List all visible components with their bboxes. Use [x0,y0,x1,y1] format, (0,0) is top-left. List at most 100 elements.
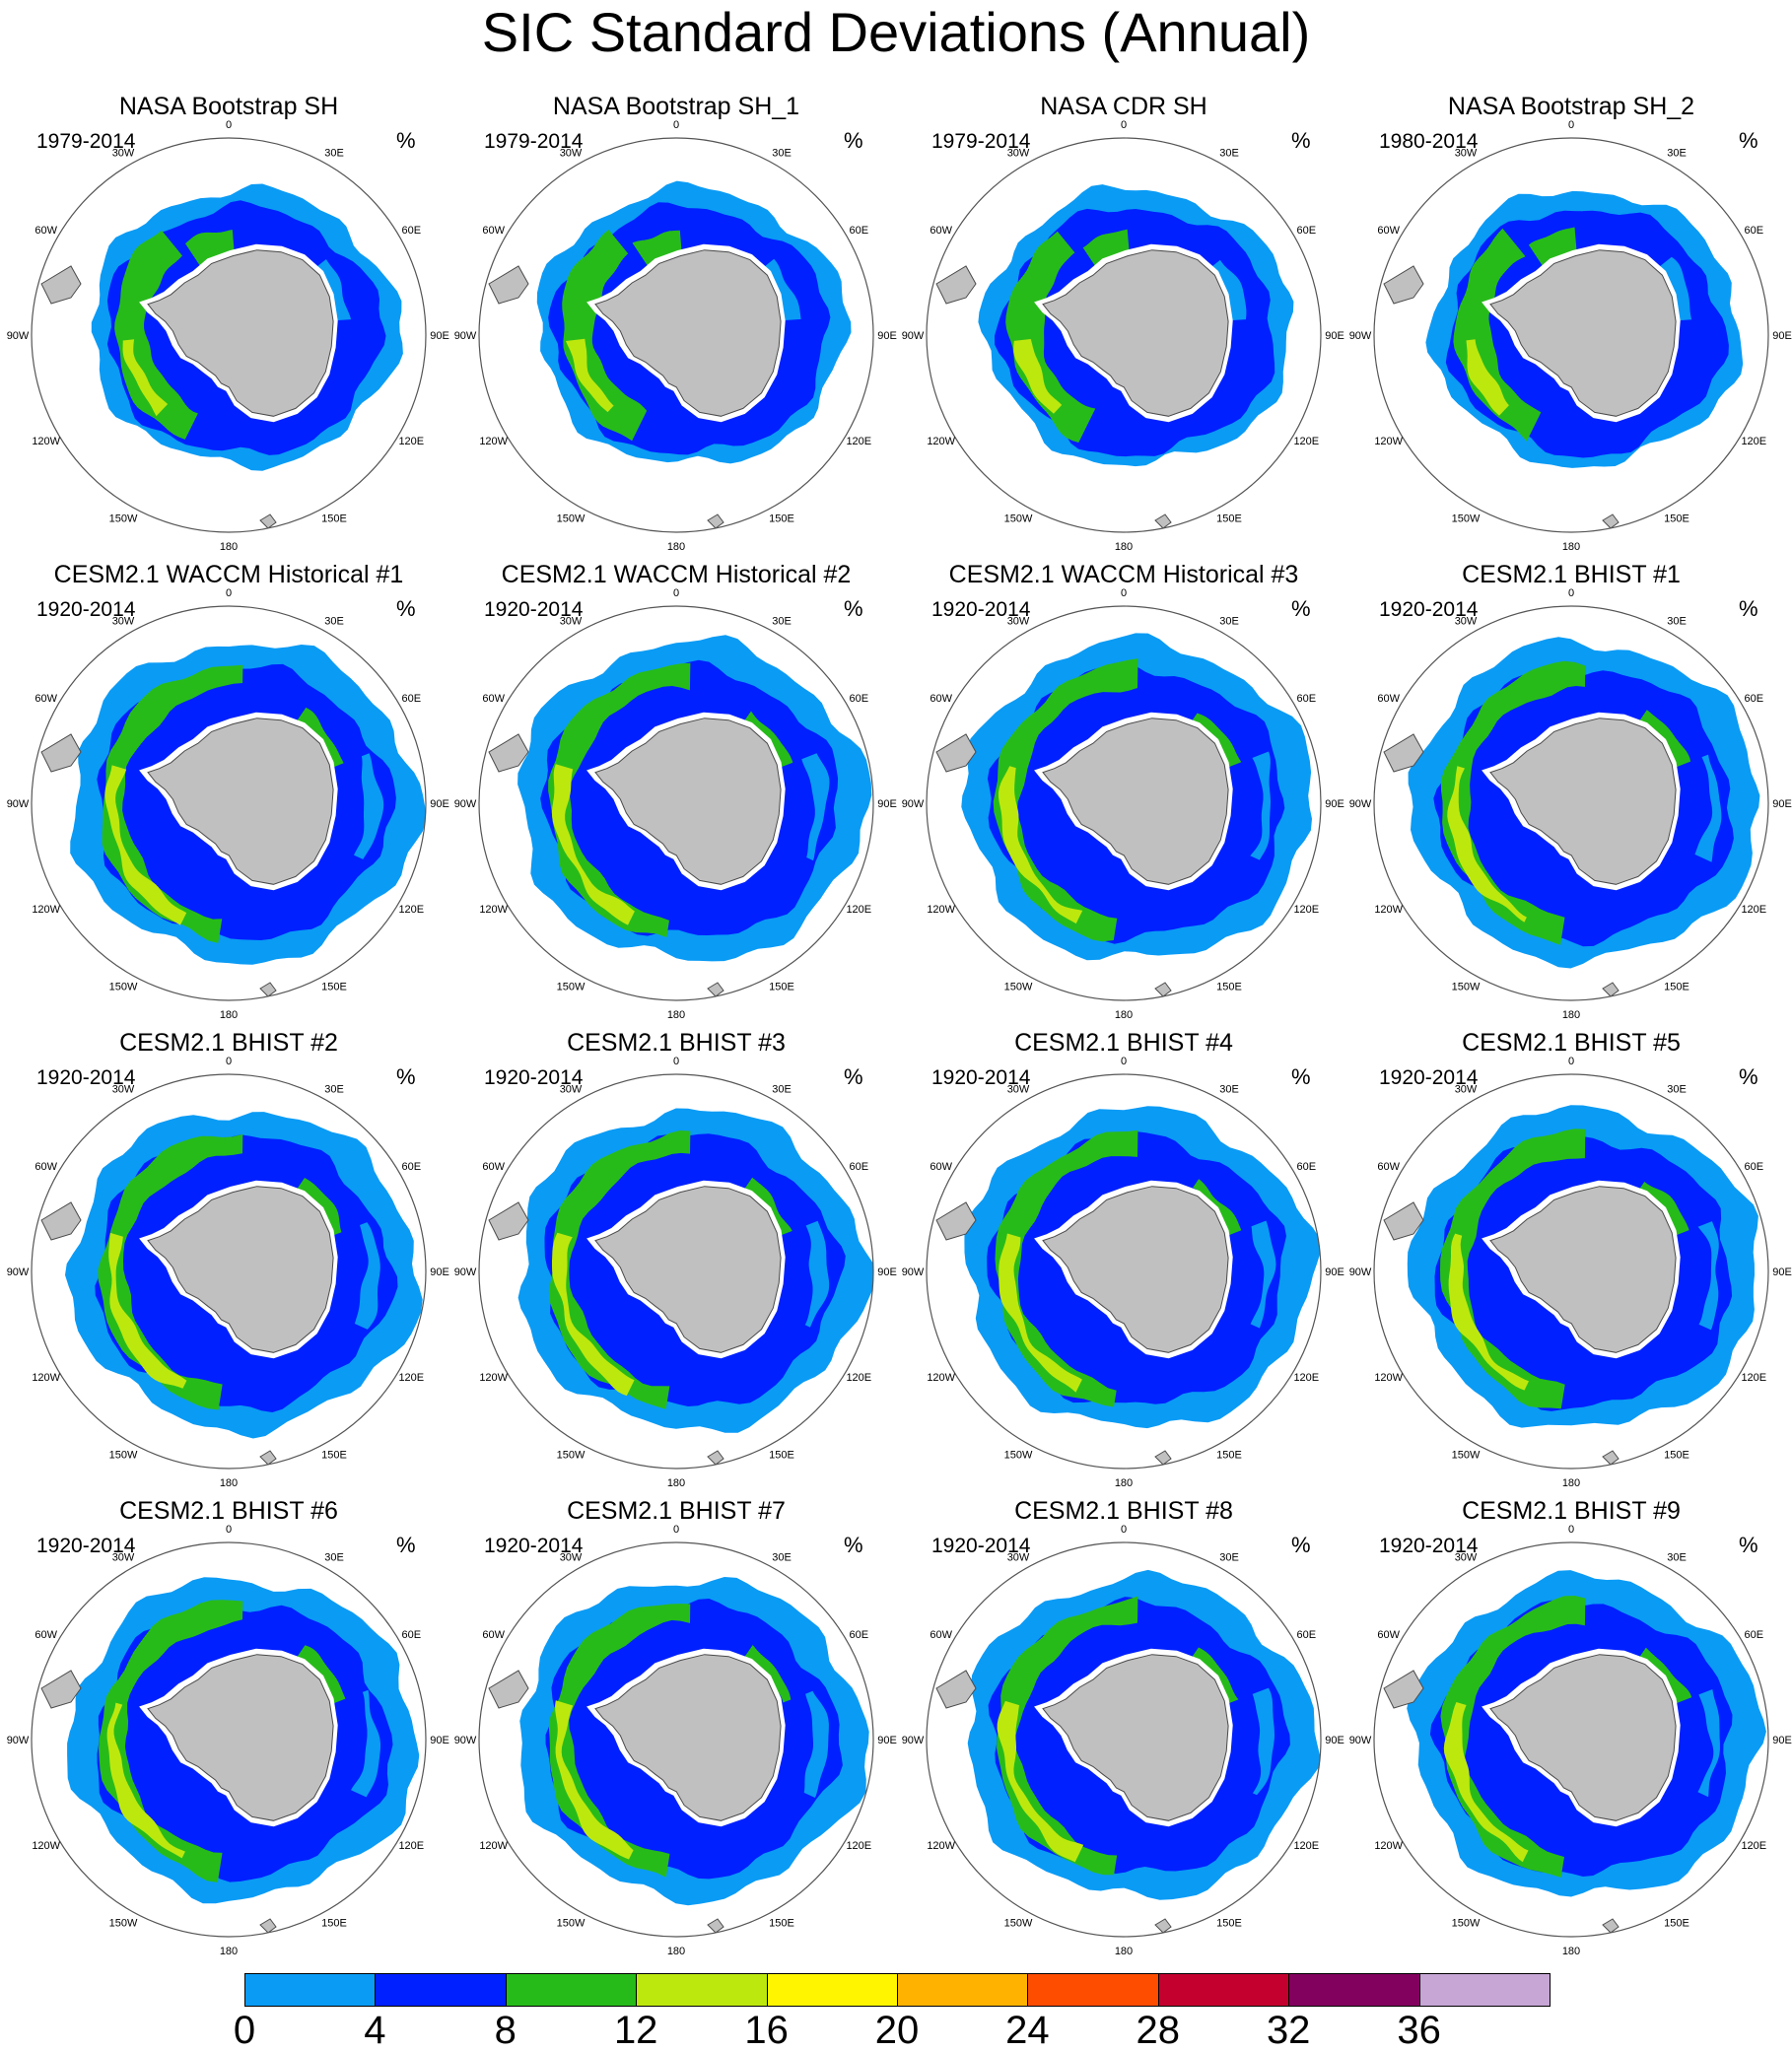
longitude-label: 120E [1741,1840,1766,1852]
longitude-label: 60W [34,1629,57,1641]
panel-units: % [1739,596,1758,621]
longitude-label: 30E [772,148,792,160]
panel-years: 1920-2014 [931,1066,1031,1089]
ice-band-0-4 [351,1689,380,1798]
south-america-land [488,1201,529,1241]
longitude-label: 30W [560,1084,583,1096]
new-zealand-land [1602,1918,1620,1934]
longitude-label: 150E [769,1449,794,1461]
longitude-label: 90W [7,1266,30,1278]
ice-band-12-16 [104,765,187,925]
colorbar-swatch [636,1973,768,2007]
longitude-label: 30W [560,1552,583,1564]
longitude-label: 60W [34,693,57,705]
longitude-label: 150E [1664,1917,1689,1929]
ice-band-0-4 [1252,1687,1275,1796]
ice-band-8-12 [548,662,691,938]
longitude-label: 120W [479,904,508,916]
longitude-label: 0 [1121,587,1127,599]
antarctica-land [1042,718,1229,885]
ice-band-0-4 [764,258,801,321]
map-panels: NASA Bootstrap SH 1979-2014 % 0 30E 60E 90E 120… [7,93,1792,1957]
longitude-label: 90E [1772,330,1792,342]
ice-band-12-16 [106,1702,185,1859]
longitude-label: 120E [398,436,424,447]
antarctica-land [594,249,782,417]
longitude-label: 120E [398,1372,424,1384]
colorbar-swatch [1027,1973,1159,2007]
longitude-label: 90E [877,1735,897,1746]
panel-years: 1980-2014 [1379,130,1479,153]
map-panel: CESM2.1 WACCM Historical #2 1920-2014 % 0 30… [454,561,897,1021]
new-zealand-land [707,513,724,529]
longitude-label: 120E [1293,436,1319,447]
antarctica-land [1489,718,1677,885]
longitude-label: 150E [769,513,794,524]
sea-ice-field [935,1569,1321,1934]
panel-units: % [1739,128,1758,153]
longitude-label: 150W [109,1917,138,1929]
panel-units: % [844,128,863,153]
longitude-label: 30E [772,1552,792,1564]
longitude-label: 150W [1004,513,1033,524]
map-panel: CESM2.1 BHIST #2 1920-2014 % 0 30E 60E 90E 120E… [7,1029,449,1489]
longitude-label: 150W [557,513,586,524]
longitude-label: 90E [430,330,449,342]
ice-band-12-16 [552,1232,635,1397]
longitude-label: 120E [846,1840,871,1852]
longitude-label: 180 [220,541,238,553]
longitude-label: 90E [430,1735,449,1746]
panel-title: NASA CDR SH [1040,93,1206,120]
longitude-label: 30W [560,148,583,160]
antarctica-land [147,718,334,885]
antarctica-land [147,249,334,417]
panel-title: CESM2.1 BHIST #6 [119,1497,338,1525]
sea-ice-field [488,1108,873,1466]
longitude-label: 30E [772,616,792,628]
south-america-land [935,733,977,773]
longitude-label: 120E [846,1372,871,1384]
map-panel: CESM2.1 BHIST #1 1920-2014 % 0 30E 60E 90E 120E… [1349,561,1792,1021]
longitude-label: 60E [1745,225,1764,237]
new-zealand-land [707,982,724,997]
map-panel: CESM2.1 WACCM Historical #1 1920-2014 % 0 30… [7,561,449,1021]
longitude-label: 150E [321,981,347,992]
longitude-label: 60E [1297,693,1317,705]
longitude-label: 30E [1667,616,1687,628]
ice-band-0-4 [801,753,830,861]
ice-band-12-16 [566,338,614,413]
colorbar-swatch [1418,1973,1551,2007]
longitude-label: 90E [1325,1266,1344,1278]
antarctica-land [1489,1186,1677,1353]
south-america-land [1383,1670,1424,1709]
longitude-label: 90E [1325,330,1344,342]
ice-band-12-16 [1013,339,1063,414]
map-boundary [926,1541,1322,1938]
longitude-label: 120W [927,1840,955,1852]
colorbar-tick-label: 24 [1005,2009,1050,2052]
sea-ice-field [1383,1105,1758,1466]
longitude-label: 30E [772,1084,792,1096]
ice-band-8-12 [562,230,648,442]
longitude-label: 90W [1349,798,1372,810]
map-panel: NASA Bootstrap SH_1 1979-2014 % 0 30E 60E 90E 1… [454,93,897,553]
longitude-label: 150W [1452,981,1481,992]
map-boundary [926,605,1322,1001]
new-zealand-land [1154,513,1172,529]
panel-units: % [844,1064,863,1089]
new-zealand-land [707,1918,724,1934]
longitude-label: 30E [1667,1552,1687,1564]
longitude-label: 180 [220,1946,238,1957]
longitude-label: 180 [667,1946,685,1957]
longitude-label: 120W [32,1840,60,1852]
south-america-land [935,1201,977,1241]
colorbar-swatch [375,1973,507,2007]
longitude-label: 60E [402,1629,422,1641]
longitude-label: 90W [1349,1735,1372,1746]
sea-ice-field [1383,637,1760,997]
longitude-label: 30W [560,616,583,628]
longitude-label: 120W [1374,1372,1403,1384]
ice-band-12-16 [551,764,635,925]
longitude-label: 30E [1219,1084,1239,1096]
panel-years: 1920-2014 [36,598,136,621]
